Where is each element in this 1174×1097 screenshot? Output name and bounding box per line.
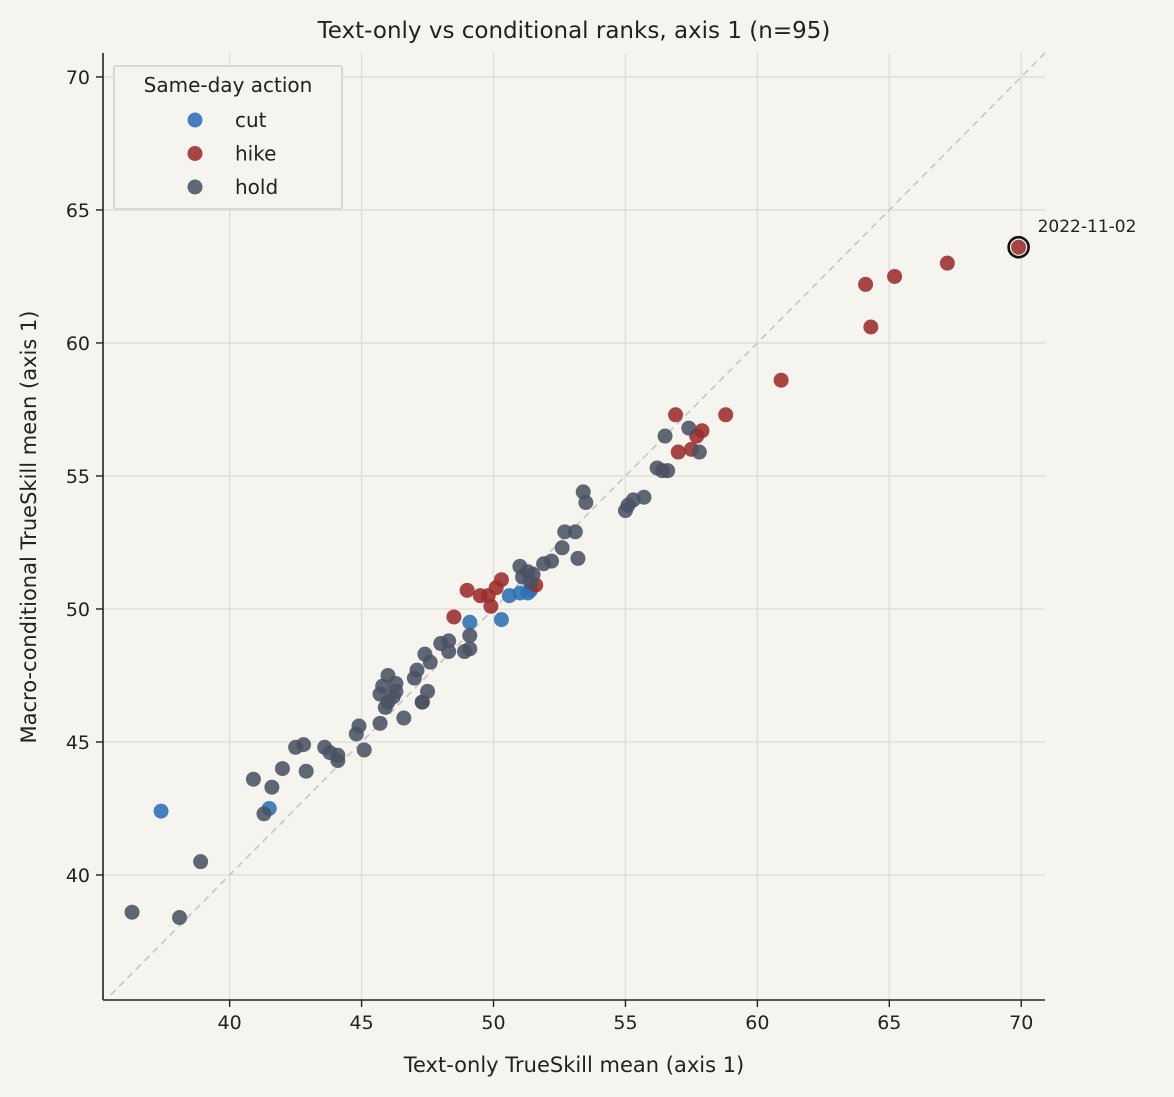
data-points bbox=[124, 239, 1027, 926]
x-tick-label: 70 bbox=[1009, 1012, 1033, 1034]
point-hold bbox=[298, 763, 314, 779]
annotation-label: 2022-11-02 bbox=[1038, 217, 1137, 237]
point-hold bbox=[245, 771, 261, 787]
point-hold bbox=[372, 715, 388, 731]
point-hike bbox=[773, 372, 789, 388]
point-hold bbox=[636, 489, 652, 505]
point-cut bbox=[462, 614, 478, 630]
point-hold bbox=[422, 654, 438, 670]
point-hold bbox=[264, 779, 280, 795]
chart-title: Text-only vs conditional ranks, axis 1 (… bbox=[317, 18, 831, 44]
point-hike bbox=[483, 598, 499, 614]
point-hold bbox=[544, 553, 560, 569]
point-hold bbox=[193, 854, 209, 870]
tick-labels: 40 45 50 55 60 65 70 40 45 50 55 60 65 70 bbox=[66, 67, 1034, 1034]
x-axis-label: Text-only TrueSkill mean (axis 1) bbox=[403, 1053, 745, 1077]
point-hold bbox=[388, 683, 404, 699]
point-hold bbox=[660, 463, 676, 479]
point-hike bbox=[446, 609, 462, 625]
point-hold bbox=[356, 742, 372, 758]
y-tick-label: 70 bbox=[66, 67, 90, 89]
point-hold bbox=[462, 628, 478, 644]
legend-marker-hold bbox=[187, 179, 203, 195]
point-hold bbox=[396, 710, 412, 726]
point-hike bbox=[670, 444, 686, 460]
legend: Same-day action cut hike hold bbox=[113, 65, 343, 210]
y-tick-label: 65 bbox=[66, 200, 90, 222]
y-tick-label: 50 bbox=[66, 599, 90, 621]
point-hike bbox=[939, 255, 955, 271]
x-tick-label: 40 bbox=[218, 1012, 242, 1034]
point-hold bbox=[420, 683, 436, 699]
point-cut bbox=[153, 803, 169, 819]
identity-reference-line bbox=[110, 52, 1046, 996]
legend-marker-cut bbox=[187, 112, 203, 128]
axes bbox=[102, 53, 1045, 1001]
grid-lines bbox=[103, 53, 1045, 1000]
point-hold bbox=[296, 737, 312, 753]
point-hold bbox=[256, 806, 272, 822]
point-hike bbox=[1011, 239, 1027, 255]
point-hold bbox=[522, 574, 538, 590]
legend-box bbox=[113, 65, 343, 210]
point-hold bbox=[657, 428, 673, 444]
point-hold bbox=[274, 761, 290, 777]
legend-label-hold: hold bbox=[235, 175, 278, 199]
x-tick-label: 65 bbox=[877, 1012, 901, 1034]
point-hold bbox=[124, 904, 140, 920]
point-hike bbox=[668, 407, 684, 423]
point-cut bbox=[493, 612, 509, 628]
point-hold bbox=[681, 420, 697, 436]
point-hold bbox=[578, 495, 594, 511]
legend-title: Same-day action bbox=[144, 73, 313, 97]
y-tick-label: 55 bbox=[66, 466, 90, 488]
annotations: 2022-11-02 bbox=[1007, 217, 1137, 259]
x-tick-label: 55 bbox=[613, 1012, 637, 1034]
point-hold bbox=[557, 524, 573, 540]
point-hike bbox=[863, 319, 879, 335]
legend-label-hike: hike bbox=[235, 142, 276, 166]
point-hold bbox=[462, 641, 478, 657]
y-tick-label: 45 bbox=[66, 732, 90, 754]
y-tick-label: 40 bbox=[66, 865, 90, 887]
point-hold bbox=[441, 644, 457, 660]
point-hold bbox=[409, 662, 425, 678]
point-hold bbox=[441, 633, 457, 649]
x-tick-label: 60 bbox=[745, 1012, 769, 1034]
point-hold bbox=[330, 753, 346, 769]
point-hold bbox=[172, 910, 188, 926]
point-hike bbox=[718, 407, 734, 423]
point-hold bbox=[567, 524, 583, 540]
x-tick-label: 50 bbox=[481, 1012, 505, 1034]
point-hold bbox=[351, 718, 367, 734]
y-tick-label: 60 bbox=[66, 333, 90, 355]
point-hold bbox=[554, 540, 570, 556]
legend-label-cut: cut bbox=[235, 108, 267, 132]
y-axis-label: Macro-conditional TrueSkill mean (axis 1… bbox=[17, 311, 41, 744]
point-hold bbox=[691, 444, 707, 460]
point-hold bbox=[570, 550, 586, 566]
point-hike bbox=[459, 582, 475, 598]
point-hike bbox=[887, 268, 903, 284]
point-hike bbox=[493, 572, 509, 588]
x-tick-label: 45 bbox=[349, 1012, 373, 1034]
point-hike bbox=[858, 276, 874, 292]
point-hike bbox=[694, 423, 710, 439]
legend-marker-hike bbox=[187, 146, 203, 161]
highlight-ring bbox=[1007, 235, 1030, 259]
